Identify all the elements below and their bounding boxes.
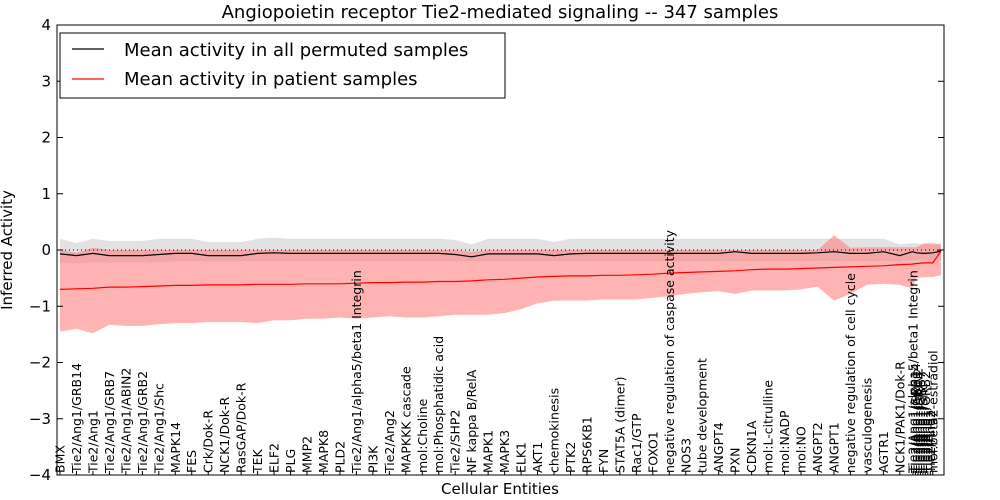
patient-band <box>60 235 941 334</box>
legend: Mean activity in all permuted samples Me… <box>59 32 506 99</box>
x-tick-label: mol:NADP <box>777 410 792 473</box>
y-axis: −4 −3 −2 −1 0 1 2 3 4 <box>29 16 944 484</box>
x-tick-label: FOXO1 <box>645 431 660 473</box>
x-tick-label: mol:Choline <box>415 398 430 473</box>
x-axis: BMX Tie2/Ang1/GRB14 Tie2/Ang1 Tie2/Ang1/GRB… <box>53 229 940 475</box>
x-tick-label: Tie2/Ang2 <box>923 410 938 474</box>
plot-frame <box>56 24 945 476</box>
x-tick-label: MAPK14 <box>168 422 183 473</box>
legend-box <box>59 32 506 99</box>
x-tick-label: PXN <box>728 448 743 473</box>
x-tick-label: NCK1/Dok-R <box>217 397 232 473</box>
y-tick-label: 0 <box>41 241 51 259</box>
patient-mean-line <box>59 250 942 290</box>
x-tick-label: MAPK3 <box>497 430 512 473</box>
x-tick-label: PTK2 <box>563 442 578 473</box>
x-tick-label: Tie2/Ang1/alpha5/beta1 Integrin <box>906 270 921 474</box>
x-axis-label: Cellular Entities <box>441 480 559 498</box>
x-tick-label: Tie2/SHP2 <box>448 410 463 474</box>
x-tick-label: ANGPT4 <box>711 422 726 473</box>
x-tick-label: Tie2/Ang1/GRB2 <box>135 371 150 474</box>
x-tick-label: Tie2/Ang1/Shc <box>915 383 930 474</box>
x-tick-label: NOS3 <box>678 438 693 473</box>
legend-label-permuted: Mean activity in all permuted samples <box>124 40 468 61</box>
x-tick-label: Tie2/Ang1 <box>85 410 100 474</box>
x-tick-label: Tie2/Ang1/GRB2 <box>918 371 933 474</box>
x-tick-label: RasGAP/Dok-R <box>234 382 249 473</box>
chart-title: Angiopoietin receptor Tie2-mediated sign… <box>222 2 779 23</box>
x-tick-label: STAT5A (dimer) <box>612 377 627 473</box>
x-tick-label: negative regulation of caspase activity <box>662 229 677 473</box>
y-tick-label: −4 <box>29 466 51 484</box>
x-tick-label: negative regulation of cell cycle <box>843 273 858 473</box>
x-tick-label: FES <box>184 450 199 473</box>
y-tick-label: 3 <box>41 72 51 90</box>
x-tick-label: CDKN1A <box>744 420 759 473</box>
x-tick-label: Tie2/Ang1/GRB7 <box>102 371 117 474</box>
x-tick-label: ELF2 <box>267 443 282 473</box>
x-tick-label: Rac1/GTP <box>629 413 644 473</box>
x-tick-label: MAPK8 <box>316 430 331 473</box>
x-tick-label: Crk/Dok-R <box>201 410 216 473</box>
x-tick-label: PLD2 <box>332 441 347 473</box>
x-tick-label: TEK <box>250 448 265 474</box>
x-tick-label: PLG <box>283 449 298 473</box>
x-tick-label: Tie2/Ang1/Shc <box>151 383 166 474</box>
x-tick-label: MAPKKK cascade <box>398 366 413 473</box>
x-tick-label: ELK1 <box>514 442 529 473</box>
series-lines <box>57 249 944 290</box>
y-tick-label: −2 <box>29 354 51 372</box>
legend-label-patient: Mean activity in patient samples <box>124 69 418 90</box>
x-tick-label: chemokinesis <box>547 388 562 473</box>
x-tick-label: Tie2/Ang1/GRB14 <box>69 363 84 474</box>
x-tick-label: AKT1 <box>530 442 545 473</box>
x-tick-label: Tie2/Ang1/ABIN2 <box>118 368 133 474</box>
x-tick-label: Tie2/Ang1/ABIN2 <box>910 368 925 474</box>
x-tick-label: RPS6KB1 <box>580 416 595 473</box>
x-tick-label: NF kappa B/RelA <box>464 369 479 473</box>
bands <box>60 235 941 334</box>
x-tick-label: tube development <box>695 358 710 473</box>
y-tick-label: 2 <box>41 129 51 147</box>
x-tick-label: ANGPT2 <box>810 422 825 473</box>
x-tick-label: NCK1/PAK1/Dok-R <box>892 361 907 473</box>
y-axis-label: Inferred Activity <box>0 190 16 310</box>
x-tick-label: vasculogenesis <box>859 378 874 473</box>
x-tick-label: Tie2/Ang1/GRB14 <box>908 363 923 474</box>
x-tick-label: mol:L-citrulline <box>761 380 776 473</box>
x-tick-label: Tie2/Ang1/alpha5/beta1 Integrin <box>349 270 364 474</box>
x-tick-label: Tie2/Ang2 <box>382 410 397 474</box>
y-tick-label: −1 <box>29 297 51 315</box>
x-tick-label: PI3K <box>365 445 380 473</box>
x-tick-label: MMP2 <box>300 436 315 473</box>
x-tick-label: AGTR1 <box>876 431 891 473</box>
y-tick-label: 1 <box>41 185 51 203</box>
x-tick-label: MAPK1 <box>481 430 496 473</box>
permuted-mean-line <box>59 250 942 258</box>
x-tick-label: FYN <box>596 449 611 473</box>
x-tick-label: mol:Phosphatidic acid <box>431 336 446 473</box>
x-tick-label: mol:NO <box>794 426 809 473</box>
x-tick-label: Tie2/Ang1/GRB7 <box>913 371 928 474</box>
x-tick-label: Tie2/Ang1 <box>920 410 935 474</box>
x-tick-label: BMX <box>53 445 68 473</box>
x-tick-label: mol:beta2-estradiol <box>925 350 940 473</box>
y-tick-label: −3 <box>29 410 51 428</box>
x-tick-label: ANGPT1 <box>827 422 842 473</box>
y-tick-label: 4 <box>41 16 51 34</box>
